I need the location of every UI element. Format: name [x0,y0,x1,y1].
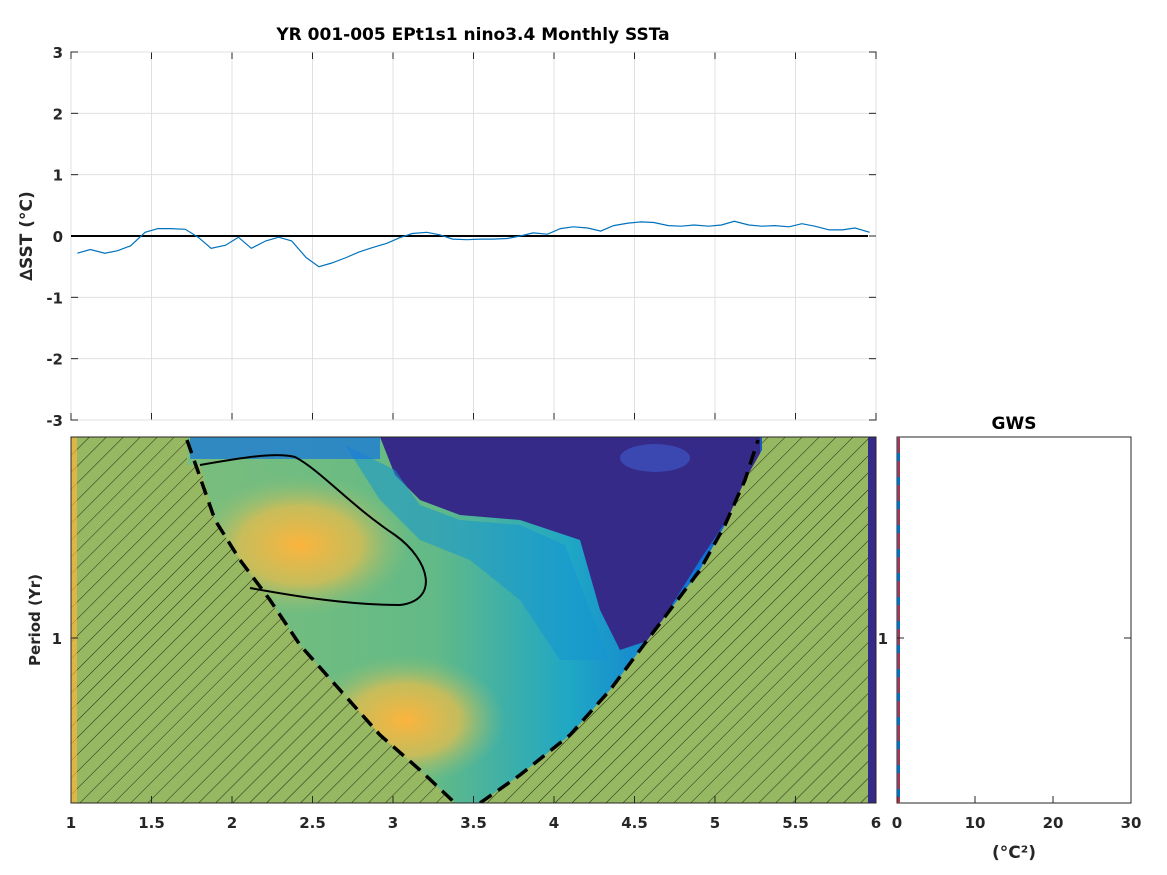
gws-x-tick-label: 0 [892,814,902,832]
wavelet-x-tick-label: 6 [871,814,881,832]
wavelet-x-tick-label: 3.5 [460,814,487,832]
sst-y-ticks: -3 -2 -1 0 1 2 3 [46,44,876,430]
sst-y-label: ∆SST (°C) [17,191,37,281]
wavelet-x-tick-label: 3 [388,814,398,832]
heatmap-top-band [190,437,380,459]
significance-contour [199,454,427,607]
gws-x-label: (°C²) [992,843,1036,863]
gws-x-tick-label: 10 [965,814,986,832]
sst-y-tick-label: 2 [53,105,63,123]
wavelet-x-ticks: 1 1.5 2 2.5 3 3.5 4 4.5 5 5.5 6 [66,796,881,832]
gws-title: GWS [992,414,1037,434]
sst-series-line [77,220,870,268]
wavelet-y-label: Period (Yr) [26,574,44,666]
wavelet-x-tick-label: 5.5 [782,814,809,832]
coi-hatch-right [480,437,868,803]
coi-line-left [185,439,457,803]
wavelet-heatmap [71,437,876,803]
heatmap-left-edge [71,437,77,803]
gws-plot-box [896,436,1132,804]
wavelet-x-tick-label: 2 [227,814,237,832]
heatmap-transition-band [345,445,610,660]
gws-y-tick-label: 1 [878,630,888,648]
gws-x-tick-label: 30 [1121,814,1142,832]
gws-x-ticks: 0 10 20 30 [892,796,1142,832]
sst-y-tick-label: -3 [46,412,63,430]
sst-title: YR 001-005 EPt1s1 nino3.4 Monthly SSTa [275,25,669,45]
heatmap-low-power-region [380,437,760,650]
coi-hatch-left [71,437,455,803]
wavelet-x-tick-label: 4.5 [621,814,648,832]
gws-x-tick-label: 20 [1043,814,1064,832]
heatmap-upper-blob [620,444,690,472]
wavelet-axes: 1 1.5 2 2.5 3 3.5 4 4.5 5 5.5 6 1 Period (Yr) [26,436,881,832]
heatmap-right-edge [868,437,876,803]
wavelet-x-tick-label: 1 [66,814,76,832]
sst-y-tick-label: 3 [53,44,63,62]
wavelet-x-tick-label: 5 [710,814,720,832]
sst-y-tick-label: 0 [53,228,63,246]
wavelet-x-tick-label: 2.5 [299,814,326,832]
sst-y-tick-label: -2 [46,351,63,369]
coi-line-right [478,439,760,803]
sst-y-tick-label: 1 [53,167,63,185]
wavelet-x-tick-label: 4 [549,814,559,832]
gws-axes: GWS 1 0 10 20 30 (°C²) [878,414,1142,863]
wavelet-x-tick-label: 1.5 [138,814,165,832]
sst-axes: -3 -2 -1 0 1 2 3 YR 001-005 EPt1s1 nino3.4 Mon… [17,25,877,430]
wavelet-y-tick-label: 1 [52,630,62,648]
sst-y-tick-label: -1 [46,289,63,307]
